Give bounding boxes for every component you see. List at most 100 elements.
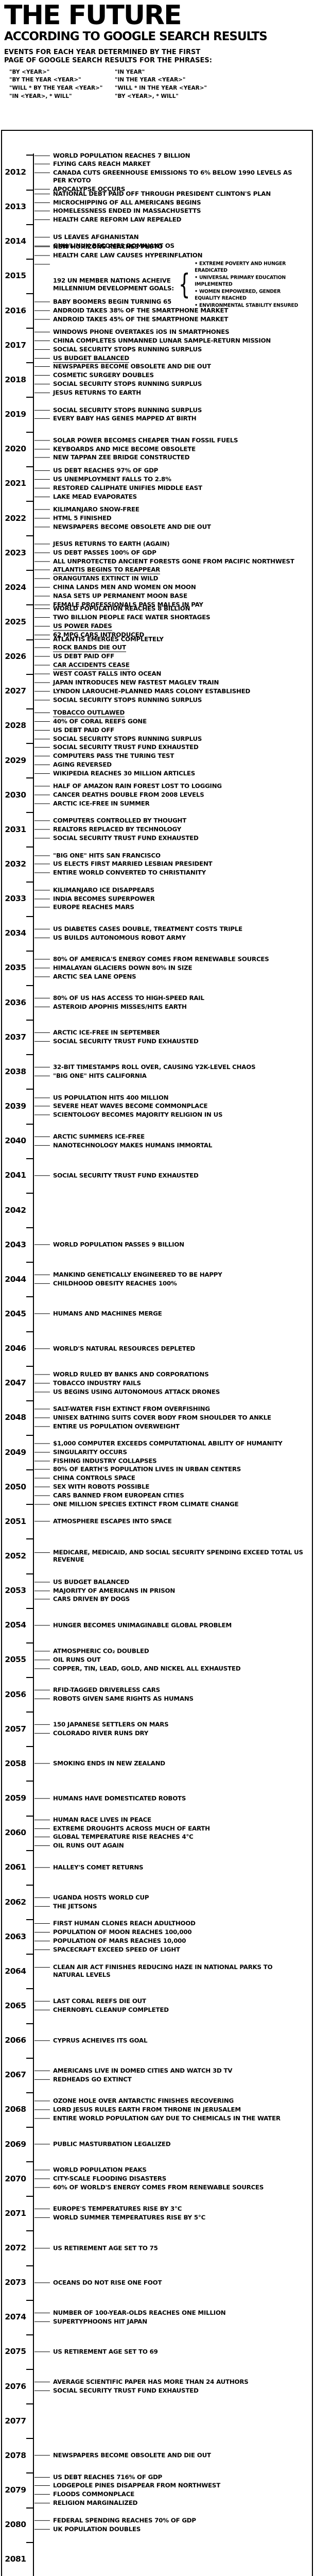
timeline-event: WORLD POPULATION REACHES 7 BILLION bbox=[34, 151, 304, 159]
year-label: 2015 bbox=[5, 271, 26, 281]
axis-tick bbox=[26, 258, 33, 260]
timeline-event: LORD JESUS RULES EARTH FROM THRONE IN JE… bbox=[34, 2106, 304, 2113]
timeline-event: ROCK BANDS DIE OUT bbox=[34, 644, 304, 653]
year-events: ATLANTIS EMERGES COMPLETELY ROCK BANDS DI… bbox=[34, 634, 309, 679]
timeline-event: SOCIAL SECURITY TRUST FUND EXHAUSTED bbox=[34, 743, 304, 751]
axis-tick bbox=[26, 950, 33, 952]
timeline-event: WEST COAST FALLS INTO OCEAN bbox=[34, 670, 304, 677]
timeline-event: SOCIAL SECURITY STOPS RUNNING SURPLUS bbox=[34, 735, 304, 742]
year-label: 2016 bbox=[5, 306, 26, 315]
timeline-event: ATLANTIS BEGINS TO REAPPEAR bbox=[34, 566, 304, 574]
year-events: KILIMANJARO ICE DISAPPEARS INDIA BECOMES … bbox=[34, 885, 309, 912]
timeline-event: UGANDA HOSTS WORLD CUP bbox=[34, 1894, 304, 1901]
timeline-event: ANDROID TAKES 38% OF THE SMARTPHONE MARK… bbox=[34, 307, 304, 314]
year-label: 2070 bbox=[5, 2174, 26, 2183]
timeline-event: US POPULATION HITS 400 MILLION bbox=[34, 1094, 304, 1101]
timeline-event: US DEBT PAID OFF bbox=[34, 653, 304, 660]
year-events: WINDOWS PHONE OVERTAKES iOS IN SMARTPHON… bbox=[34, 327, 309, 363]
year-label: 2026 bbox=[5, 652, 26, 662]
year-events: 150 JAPANESE SETTLERS ON MARS COLORADO RI… bbox=[34, 1720, 309, 1738]
axis-tick bbox=[26, 1504, 33, 1505]
timeline-event: AMERICANS LIVE IN DOMED CITIES AND WATCH… bbox=[34, 2067, 304, 2074]
year-label: 2053 bbox=[5, 1586, 26, 1596]
year-events: ATMOSPHERE ESCAPES INTO SPACE bbox=[34, 1516, 309, 1526]
year-events: 32-BIT TIMESTAMPS ROLL OVER, CAUSING Y2K… bbox=[34, 1062, 309, 1081]
axis-tick bbox=[26, 2472, 33, 2474]
page-title: THE FUTURE bbox=[4, 0, 182, 31]
year-events: MEDICARE, MEDICAID, AND SOCIAL SECURITY … bbox=[34, 1547, 309, 1565]
year-label: 2030 bbox=[5, 790, 26, 800]
timeline-event: CHERNOBYL CLEANUP COMPLETED bbox=[34, 2006, 304, 2013]
timeline-event: HUMAN RACE LIVES IN PEACE bbox=[34, 1816, 304, 1823]
axis-tick bbox=[26, 2230, 33, 2232]
axis-tick bbox=[26, 2023, 33, 2024]
timeline-event: US DEBT PASSES 100% OF GDP bbox=[34, 549, 304, 556]
timeline-event: HALF OF AMAZON RAIN FOREST LOST TO LOGGI… bbox=[34, 783, 304, 790]
timeline-event: SEX WITH ROBOTS POSSIBLE bbox=[34, 1483, 304, 1490]
year-events: JESUS RETURNS TO EARTH (AGAIN) US DEBT PA… bbox=[34, 539, 309, 566]
axis-tick bbox=[26, 293, 33, 295]
year-label: 2051 bbox=[5, 1516, 26, 1526]
axis-tick bbox=[26, 500, 33, 502]
timeline-event: 60% OF WORLD'S ENERGY COMES FROM RENEWAB… bbox=[34, 2183, 304, 2191]
year-events: US RETIREMENT AGE SET TO 75 bbox=[34, 2243, 309, 2252]
timeline-event: FIRST HUMAN CLONES REACH ADULTHOOD bbox=[34, 1920, 304, 1927]
page-subtitle: ACCORDING TO GOOGLE SEARCH RESULTS bbox=[4, 30, 268, 43]
brace-glyph: { bbox=[178, 268, 190, 301]
year-events: US POPULATION HITS 400 MILLION SEVERE HEA… bbox=[34, 1092, 309, 1120]
year-events: LAST CORAL REEFS DIE OUT CHERNOBYL CLEANU… bbox=[34, 1996, 309, 2015]
year-events: NUMBER OF 100-YEAR-OLDS REACHES ONE MILL… bbox=[34, 2308, 309, 2326]
year-label: 2050 bbox=[5, 1482, 26, 1492]
timeline-event: REDHEADS GO EXTINCT bbox=[34, 2076, 304, 2083]
timeline-event: ENTIRE WORLD CONVERTED TO CHRISTIANITY bbox=[34, 869, 304, 876]
year-events: $1,000 COMPUTER EXCEEDS COMPUTATIONAL AB… bbox=[34, 1438, 309, 1466]
year-events: 80% OF EARTH'S POPULATION LIVES IN URBAN… bbox=[34, 1464, 309, 1509]
year-label: 2055 bbox=[5, 1655, 26, 1665]
axis-tick bbox=[26, 1815, 33, 1817]
year-label: 2079 bbox=[5, 2485, 26, 2495]
axis-tick bbox=[26, 1919, 33, 1921]
timeline-event: WORLD POPULATION PASSES 9 BILLION bbox=[34, 1241, 304, 1248]
timeline-event: TOBACCO OUTLAWED bbox=[34, 708, 304, 717]
axis-tick bbox=[26, 1020, 33, 1021]
axis-tick bbox=[26, 1400, 33, 1401]
timeline-event: SOCIAL SECURITY TRUST FUND EXHAUSTED bbox=[34, 2387, 304, 2394]
year-label: 2072 bbox=[5, 2243, 26, 2252]
axis-tick bbox=[26, 224, 33, 225]
search-phrases-right: "IN YEAR" "IN THE YEAR <YEAR>" "WILL * IN … bbox=[115, 69, 207, 101]
timeline-event: GNU/LINUX BECOMES DOMINANT OS bbox=[34, 242, 304, 249]
timeline-event: SOCIAL SECURITY TRUST FUND EXHAUSTED bbox=[34, 835, 304, 842]
timeline-event: "BIG ONE" HITS SAN FRANCISCO bbox=[34, 852, 304, 859]
timeline-event: GLOBAL TEMPERATURE RISE REACHES 4°C bbox=[34, 1833, 304, 1840]
axis-tick bbox=[26, 155, 33, 156]
year-label: 2029 bbox=[5, 755, 26, 765]
year-events: BABY BOOMERS BEGIN TURNING 65 ANDROID TAK… bbox=[34, 297, 309, 324]
timeline-event: COLORADO RIVER RUNS DRY bbox=[34, 1730, 304, 1737]
timeline-event: LYNDON LAROUCHE-PLANNED MARS COLONY ESTA… bbox=[34, 687, 304, 694]
year-events: ARCTIC ICE-FREE IN SEPTEMBER SOCIAL SECUR… bbox=[34, 1028, 309, 1046]
timeline-event: CHINA LANDS MEN AND WOMEN ON MOON bbox=[34, 584, 304, 591]
axis-tick bbox=[26, 431, 33, 433]
timeline-event: 32-BIT TIMESTAMPS ROLL OVER, CAUSING Y2K… bbox=[34, 1063, 304, 1071]
timeline-event: ENTIRE WORLD POPULATION GAY DUE TO CHEMI… bbox=[34, 2114, 304, 2122]
axis-tick bbox=[26, 1192, 33, 1194]
year-label: 2080 bbox=[5, 2520, 26, 2530]
year-label: 2043 bbox=[5, 1240, 26, 1249]
timeline-event: CANCER DEATHS DOUBLE FROM 2008 LEVELS bbox=[34, 791, 304, 798]
timeline-event: CHILDHOOD OBESITY REACHES 100% bbox=[34, 1280, 304, 1287]
year-label: 2044 bbox=[5, 1274, 26, 1284]
timeline-event: WIKIPEDIA REACHES 30 MILLION ARTICLES bbox=[34, 770, 304, 777]
year-events: HUMANS HAVE DOMESTICATED ROBOTS bbox=[34, 1793, 309, 1803]
year-events: EUROPE'S TEMPERATURES RISE BY 3°C WORLD S… bbox=[34, 2204, 309, 2223]
year-events: WORLD POPULATION REACHES 7 BILLION FLYING… bbox=[34, 150, 309, 194]
year-label: 2062 bbox=[5, 1897, 26, 1907]
timeline-event-label: CAR ACCIDENTS CEASE bbox=[53, 661, 130, 670]
timeline-event: OCEANS DO NOT RISE ONE FOOT bbox=[34, 2279, 304, 2286]
axis-tick bbox=[26, 2161, 33, 2163]
year-label: 2038 bbox=[5, 1066, 26, 1076]
timeline-event: ROBOTS GIVEN SAME RIGHTS AS HUMANS bbox=[34, 1695, 304, 1702]
timeline-event: INDIA BECOMES SUPERPOWER bbox=[34, 895, 304, 902]
timeline-event: US DIABETES CASES DOUBLE, TREATMENT COST… bbox=[34, 925, 304, 933]
search-phrase: "IN THE YEAR <YEAR>" bbox=[115, 77, 186, 83]
year-events: US DEBT REACHES 716% OF GDP LODGEPOLE PIN… bbox=[34, 2472, 309, 2508]
